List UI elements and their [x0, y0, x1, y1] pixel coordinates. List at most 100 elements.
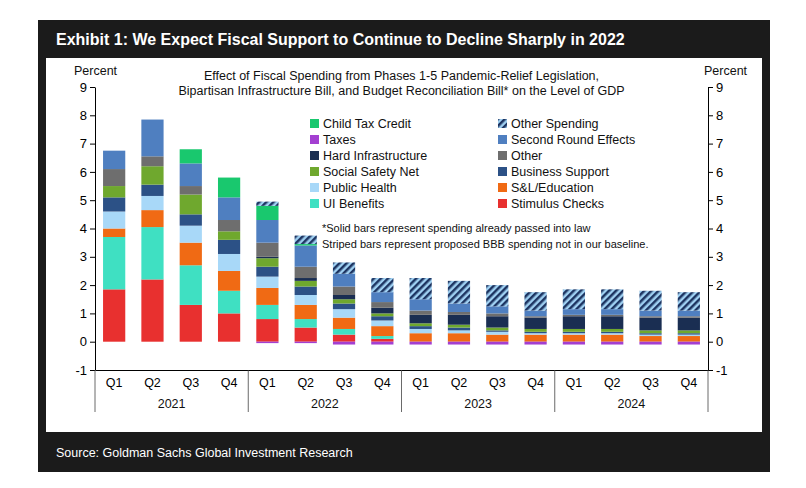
bar-segment — [141, 279, 163, 341]
bar-segment — [601, 309, 623, 315]
y2-axis-tick-label: 8 — [716, 108, 723, 123]
y-axis-line — [95, 88, 96, 371]
bar-segment — [295, 267, 317, 278]
bar-segment — [295, 281, 317, 287]
y-axis-tick-mark — [90, 115, 95, 116]
x-tick: Q3 — [489, 370, 506, 390]
series-6 — [256, 202, 700, 311]
y2-axis-tick: 5 — [708, 193, 723, 208]
y2-axis-tick: 8 — [708, 108, 723, 123]
bar-segment — [180, 195, 202, 215]
bar-segment — [180, 226, 202, 243]
bar-segment — [141, 156, 163, 166]
x-tick: Q2 — [297, 370, 314, 390]
bar-segment — [256, 288, 278, 305]
y-axis-tick: 9 — [80, 80, 95, 95]
legend-swatch — [310, 151, 319, 160]
bar-segment — [486, 335, 508, 342]
y-axis-tick: 8 — [80, 108, 95, 123]
legend-swatch — [498, 199, 507, 208]
bar-segment — [180, 305, 202, 342]
bar-segment — [639, 311, 661, 317]
x-tick-label: Q3 — [489, 376, 506, 390]
bar-segment — [218, 291, 240, 314]
bar-segment — [295, 305, 317, 319]
x-tick: Q1 — [259, 370, 276, 390]
x-tick: Q4 — [681, 370, 698, 390]
x-tick-label: Q3 — [336, 376, 353, 390]
bar-segment — [639, 336, 661, 342]
y2-axis-tick: 0 — [708, 334, 723, 349]
annotation: *Solid bars represent spending already p… — [322, 222, 590, 234]
bar-segment — [601, 333, 623, 334]
legend-swatch — [498, 183, 507, 192]
series-4 — [103, 196, 700, 336]
x-tick-label: Q1 — [412, 376, 429, 390]
x-tick: Q2 — [604, 370, 621, 390]
bar-segment — [601, 342, 623, 345]
bar-segment — [678, 318, 700, 331]
legend-swatch — [498, 167, 507, 176]
bar-segment — [524, 292, 546, 310]
x-tick-label: Q2 — [297, 376, 314, 390]
x-tick: Q1 — [412, 370, 429, 390]
x-tick: Q3 — [182, 370, 199, 390]
bar-segment — [103, 341, 125, 342]
legend-swatch — [310, 167, 319, 176]
legend-label: Other Spending — [511, 117, 599, 131]
x-tick: Q1 — [566, 370, 583, 390]
bar-segment — [524, 311, 546, 317]
x-tick-label: Q2 — [604, 376, 621, 390]
bar-segment — [333, 274, 355, 287]
bar-segment — [639, 342, 661, 345]
x-group-label: 2022 — [311, 397, 339, 411]
bar-segment — [180, 265, 202, 305]
bar-segment — [486, 313, 508, 316]
y-axis-tick-label: 2 — [80, 278, 87, 293]
bar-segment — [678, 292, 700, 310]
legend-label: Hard Infrastructure — [323, 149, 427, 163]
bar-segment — [256, 342, 278, 343]
y2-axis-tick-mark — [708, 313, 713, 314]
x-groups: 2021202220232024 — [95, 370, 708, 412]
bar-segment — [180, 341, 202, 342]
bar-segment — [410, 323, 432, 326]
bar-segment — [486, 332, 508, 335]
bar-segment — [256, 257, 278, 258]
bar-segment — [678, 333, 700, 334]
bar-segment — [218, 240, 240, 254]
x-tick-label: Q4 — [374, 376, 391, 390]
x-tick-label: Q4 — [527, 376, 544, 390]
x-axis-line — [96, 370, 709, 371]
bar-segment — [371, 313, 393, 316]
bar-segment — [678, 335, 700, 336]
y-axis-tick: 6 — [80, 165, 95, 180]
x-tick: Q4 — [527, 370, 544, 390]
y-axis-tick-mark — [90, 285, 95, 286]
x-tick-label: Q4 — [681, 376, 698, 390]
legend-label: Business Support — [511, 165, 610, 179]
bar-segment — [371, 292, 393, 302]
bar-segment — [103, 341, 125, 342]
y-axis: -10123456789 — [75, 80, 95, 378]
bar-segment — [639, 316, 661, 317]
bar-segment — [141, 210, 163, 227]
y-axis-tick-mark — [90, 370, 95, 371]
x-tick-label: Q2 — [144, 376, 161, 390]
bar-segment — [524, 333, 546, 334]
bar-segment — [103, 237, 125, 289]
bar-segment — [524, 335, 546, 342]
bar-segment — [601, 332, 623, 333]
y-axis-tick: 5 — [80, 193, 95, 208]
legend-label: Second Round Effects — [511, 133, 635, 147]
bar-segment — [410, 315, 432, 323]
x-tick-label: Q2 — [451, 376, 468, 390]
legend-label: Stimulus Checks — [511, 197, 604, 211]
bar-segment — [256, 305, 278, 319]
bar-segment — [141, 341, 163, 342]
bar-segment — [103, 151, 125, 169]
bar-segment — [601, 316, 623, 329]
bar-segment — [333, 309, 355, 317]
source: Source: Goldman Sachs Global Investment … — [56, 446, 353, 460]
bar-segment — [103, 341, 125, 342]
